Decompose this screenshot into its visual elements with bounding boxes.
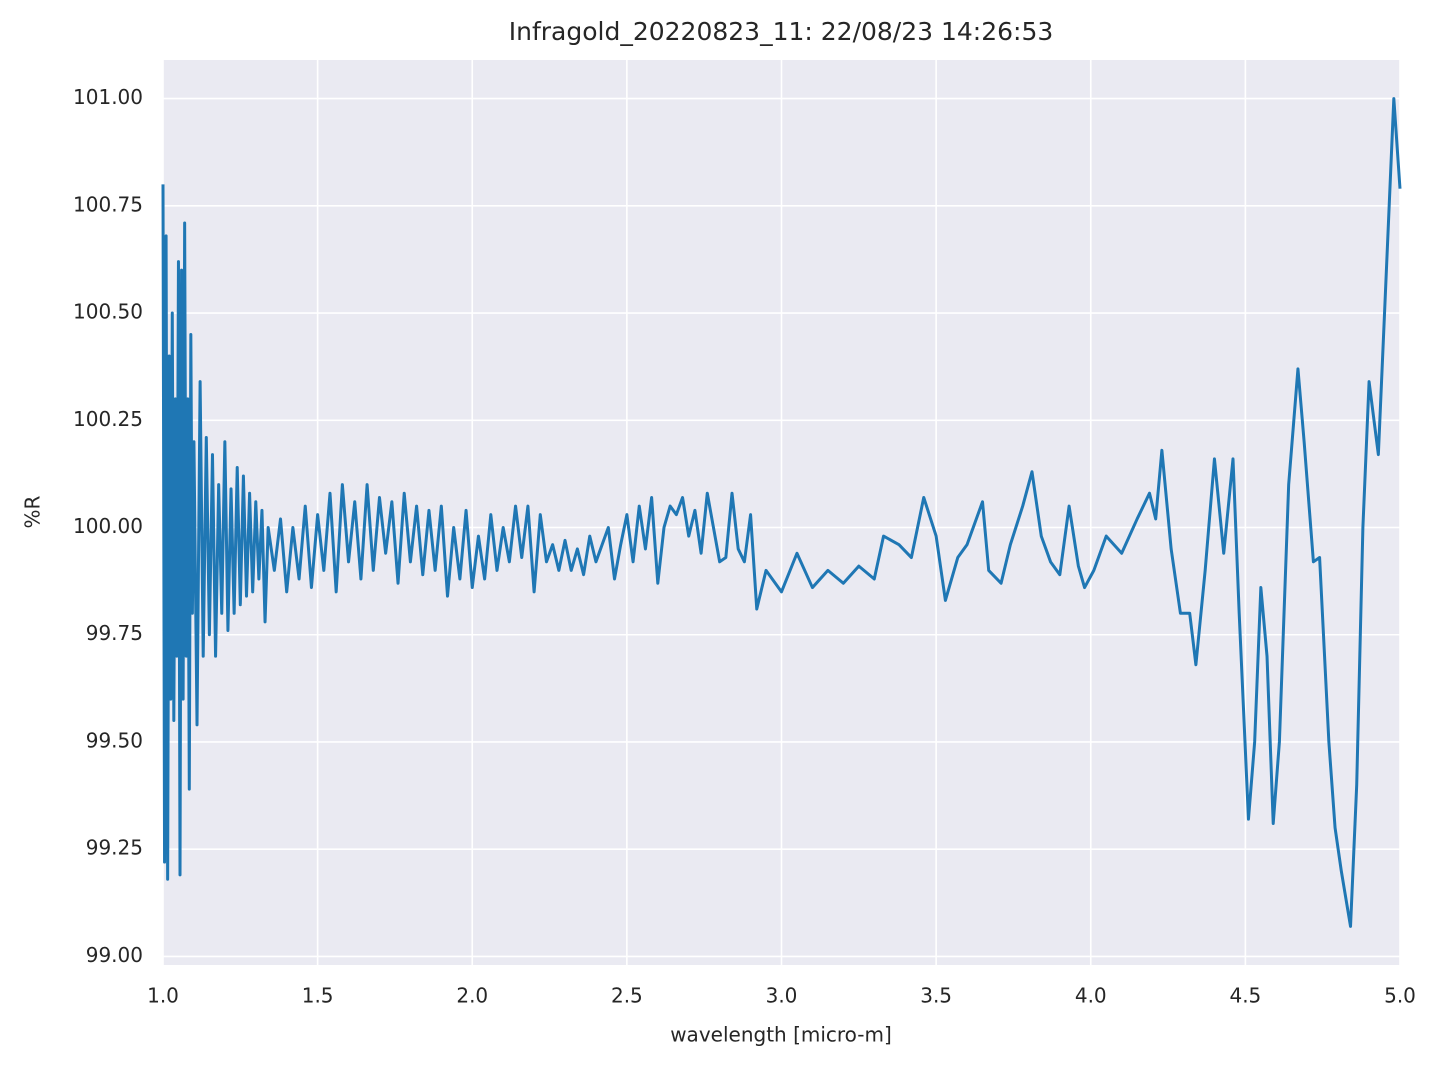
x-tick-label: 1.0 <box>147 984 179 1008</box>
y-tick-label: 99.75 <box>86 621 143 645</box>
y-axis-label: %R <box>21 495 45 528</box>
x-tick-label: 4.0 <box>1075 984 1107 1008</box>
chart-title: Infragold_20220823_11: 22/08/23 14:26:53 <box>509 17 1054 46</box>
y-tick-label: 100.00 <box>73 514 143 538</box>
y-tick-label: 100.50 <box>73 300 143 324</box>
x-tick-label: 2.5 <box>611 984 643 1008</box>
data-line <box>161 97 1402 928</box>
y-tick-label: 99.50 <box>86 728 143 752</box>
x-tick-label: 1.5 <box>302 984 334 1008</box>
y-tick-label: 99.25 <box>86 836 143 860</box>
x-tick-label: 2.0 <box>456 984 488 1008</box>
y-tick-label: 100.75 <box>73 192 143 216</box>
y-tick-label: 99.00 <box>86 943 143 967</box>
x-tick-label: 4.5 <box>1229 984 1261 1008</box>
x-tick-label: 5.0 <box>1384 984 1416 1008</box>
y-tick-label: 100.25 <box>73 407 143 431</box>
x-tick-label: 3.0 <box>766 984 798 1008</box>
y-tick-label: 101.00 <box>73 85 143 109</box>
x-tick-label: 3.5 <box>920 984 952 1008</box>
x-axis-label: wavelength [micro-m] <box>670 1023 892 1047</box>
